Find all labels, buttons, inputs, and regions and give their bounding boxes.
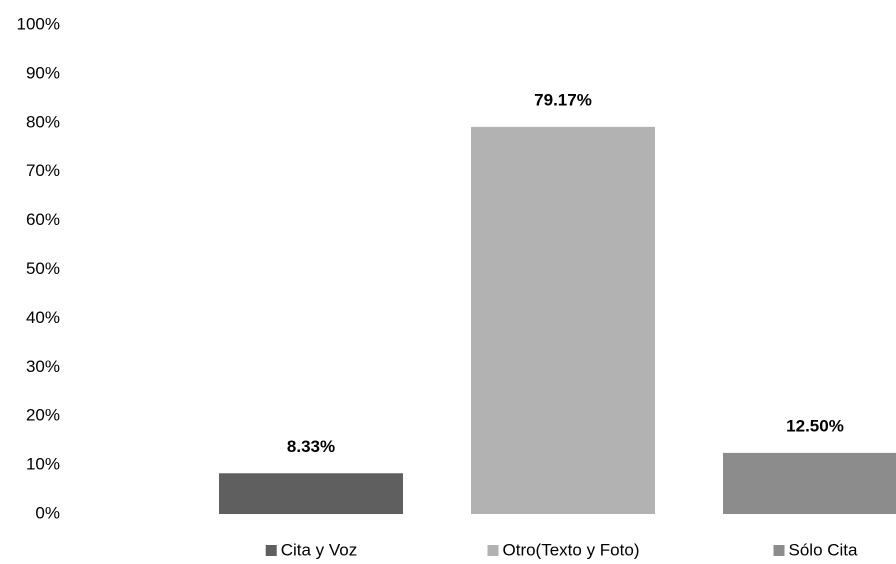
legend-swatch xyxy=(265,545,277,556)
y-tick-label: 80% xyxy=(26,112,60,131)
y-tick-label: 0% xyxy=(35,503,60,522)
y-tick-label: 40% xyxy=(26,308,60,327)
y-tick-label: 100% xyxy=(17,14,60,33)
x-tick-label: Sólo Cita xyxy=(789,540,859,559)
y-tick-label: 90% xyxy=(26,63,60,82)
x-tick-label: Otro(Texto y Foto) xyxy=(503,540,640,559)
legend-swatch xyxy=(773,545,785,556)
x-tick-label: Cita y Voz xyxy=(281,540,358,559)
legend-swatch xyxy=(487,545,499,556)
y-tick-label: 30% xyxy=(26,357,60,376)
value-label: 8.33% xyxy=(287,437,335,456)
value-label: 12.50% xyxy=(786,416,844,435)
y-tick-label: 20% xyxy=(26,406,60,425)
y-tick-label: 50% xyxy=(26,259,60,278)
bar xyxy=(471,126,655,514)
bar xyxy=(723,452,896,514)
value-label: 79.17% xyxy=(534,90,592,109)
y-tick-label: 60% xyxy=(26,210,60,229)
y-tick-label: 10% xyxy=(26,455,60,474)
bar xyxy=(219,473,403,514)
y-tick-label: 70% xyxy=(26,161,60,180)
